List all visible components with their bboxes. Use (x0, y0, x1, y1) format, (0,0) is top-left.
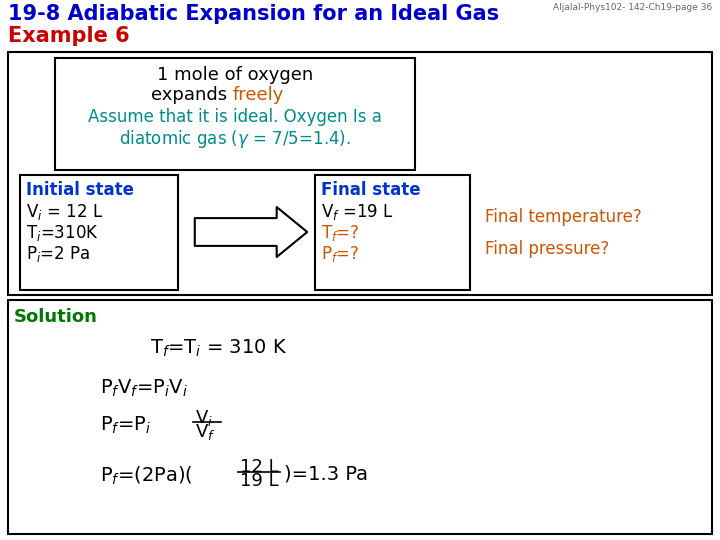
Text: 19-8 Adiabatic Expansion for an Ideal Gas: 19-8 Adiabatic Expansion for an Ideal Ga… (8, 4, 499, 24)
Text: P$_i$=2 Pa: P$_i$=2 Pa (26, 244, 91, 264)
Text: P$_f$=P$_i$: P$_f$=P$_i$ (100, 415, 151, 436)
Text: T$_f$=T$_i$ = 310 K: T$_f$=T$_i$ = 310 K (150, 338, 287, 359)
Text: freely: freely (233, 86, 284, 104)
Text: diatomic gas ($\gamma$ = 7/5=1.4).: diatomic gas ($\gamma$ = 7/5=1.4). (119, 128, 351, 150)
Text: )=1.3 Pa: )=1.3 Pa (284, 465, 368, 484)
Text: T$_f$=?: T$_f$=? (321, 223, 359, 243)
Text: 1 mole of oxygen: 1 mole of oxygen (157, 66, 313, 84)
Text: P$_f$=?: P$_f$=? (321, 244, 359, 264)
Text: Final temperature?: Final temperature? (485, 208, 642, 226)
Text: Final state: Final state (321, 181, 420, 199)
Text: P$_f$=(2Pa)(: P$_f$=(2Pa)( (100, 465, 193, 487)
Text: Aljalal-Phys102- 142-Ch19-page 36: Aljalal-Phys102- 142-Ch19-page 36 (553, 3, 712, 12)
Text: 19 L: 19 L (240, 472, 279, 490)
Bar (8, 52, 712, 295)
Text: V$_f$ =19 L: V$_f$ =19 L (321, 202, 394, 222)
Text: T$_i$=310K: T$_i$=310K (26, 223, 99, 243)
Text: Assume that it is ideal. Oxygen Is a: Assume that it is ideal. Oxygen Is a (88, 108, 382, 126)
Text: Initial state: Initial state (26, 181, 134, 199)
Text: Final pressure?: Final pressure? (485, 240, 609, 258)
Text: Example 6: Example 6 (8, 26, 130, 46)
FancyArrowPatch shape (195, 207, 307, 257)
Text: P$_f$V$_f$=P$_i$V$_i$: P$_f$V$_f$=P$_i$V$_i$ (100, 378, 188, 399)
Bar (8, 300, 712, 534)
Text: 12 L: 12 L (240, 458, 279, 476)
Text: V$_i$ = 12 L: V$_i$ = 12 L (26, 202, 104, 222)
Text: V$_i$: V$_i$ (195, 408, 213, 428)
Bar (315, 175, 470, 290)
Bar (20, 175, 178, 290)
Text: expands: expands (151, 86, 233, 104)
Text: Solution: Solution (14, 308, 98, 326)
Bar (55, 58, 415, 170)
Text: V$_f$: V$_f$ (195, 422, 215, 442)
